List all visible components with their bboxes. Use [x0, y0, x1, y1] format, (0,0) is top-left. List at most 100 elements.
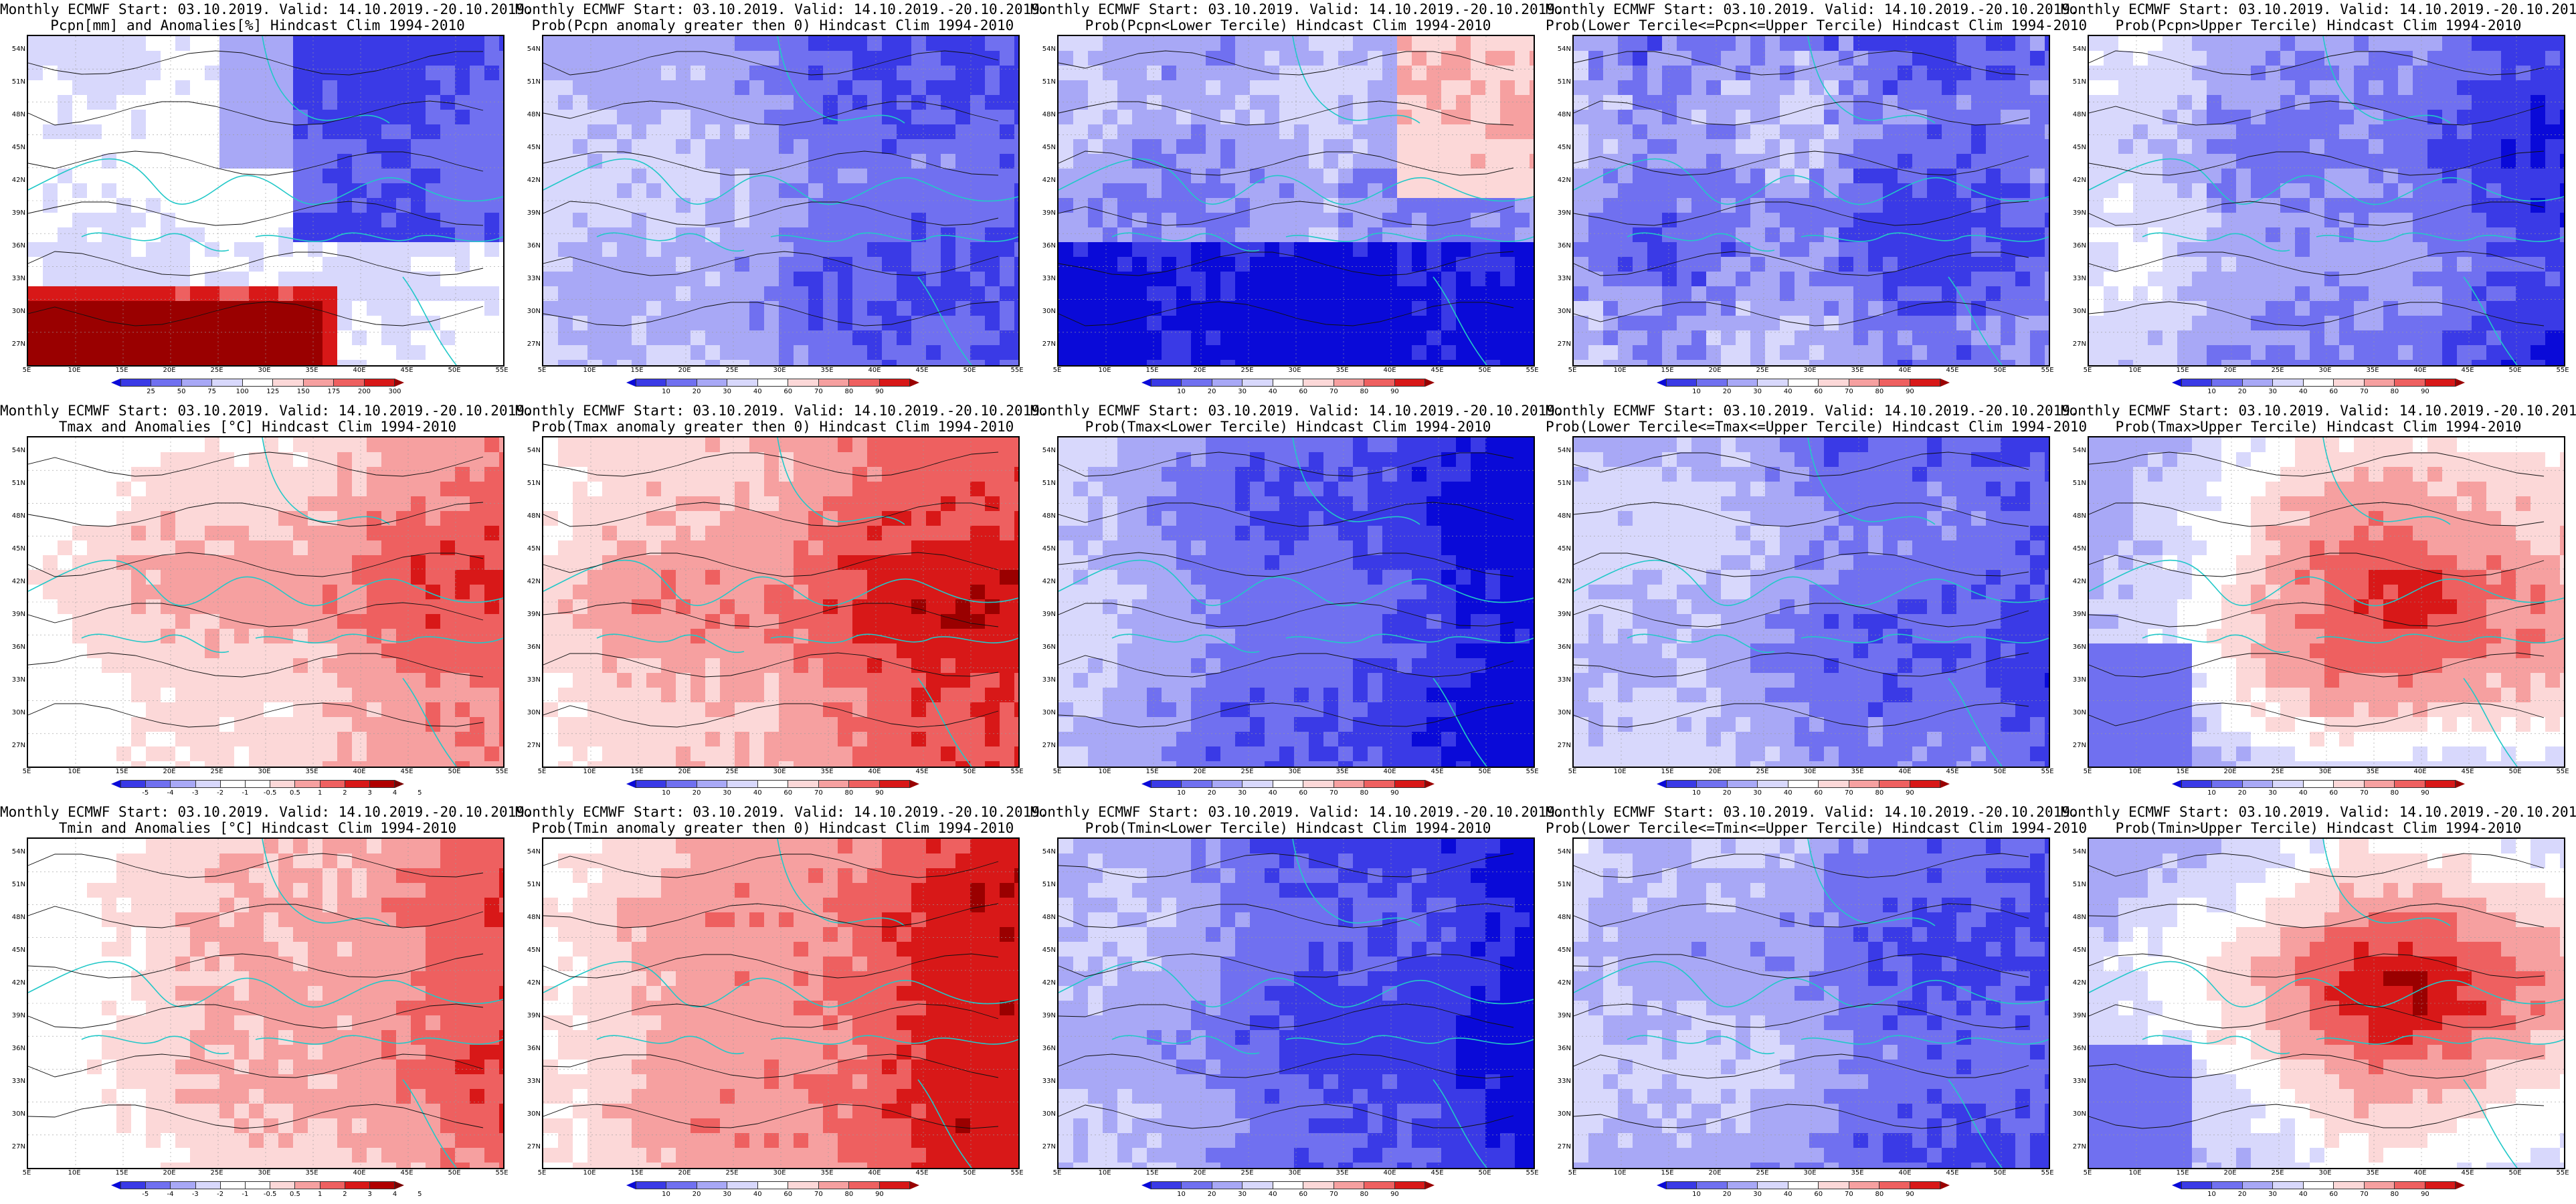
- field-cell: [1103, 272, 1118, 287]
- field-cell: [2089, 169, 2104, 184]
- field-cell: [1883, 198, 1898, 213]
- field-cell: [1220, 330, 1236, 346]
- field-cell: [2207, 242, 2222, 258]
- field-cell: [219, 213, 235, 228]
- field-cell: [426, 213, 441, 228]
- field-cell: [116, 673, 132, 688]
- field-cell: [1574, 66, 1589, 81]
- colorbar-swatch: [636, 379, 666, 387]
- field-cell: [926, 316, 941, 331]
- field-cell: [2545, 169, 2561, 184]
- field-cell: [1220, 345, 1236, 361]
- field-cell: [440, 242, 456, 258]
- field-cell: [308, 36, 323, 52]
- field-cell: [705, 330, 721, 346]
- field-cell: [926, 227, 941, 243]
- field-cell: [764, 169, 779, 184]
- field-cell: [1103, 257, 1118, 272]
- field-cell: [1132, 124, 1147, 140]
- field-cell: [970, 301, 986, 316]
- lon-tick-label: 20E: [2223, 367, 2237, 374]
- field-cell: [1795, 139, 1810, 155]
- field-cell: [2531, 227, 2546, 243]
- field-cell: [367, 717, 382, 732]
- field-cell: [749, 95, 765, 110]
- field-cell: [970, 257, 986, 272]
- field-cell: [1809, 51, 1825, 66]
- field-cell: [1162, 154, 1177, 169]
- field-cell: [2001, 66, 2016, 81]
- field-cell: [470, 746, 485, 762]
- field-cell: [1338, 124, 1354, 140]
- field-cell: [2457, 242, 2472, 258]
- field-cell: [1427, 198, 1442, 213]
- field-cell: [1515, 95, 1530, 110]
- field-cell: [2251, 345, 2266, 361]
- field-cell: [484, 658, 500, 674]
- field-cell: [484, 526, 500, 541]
- field-cell: [617, 213, 632, 228]
- field-cell: [749, 124, 765, 140]
- field-cell: [396, 496, 411, 512]
- field-cell: [293, 437, 308, 453]
- field-cell: [499, 154, 503, 169]
- field-cell: [426, 330, 441, 346]
- field-cell: [1883, 51, 1898, 66]
- field-cell: [352, 511, 367, 526]
- field-cell: [337, 154, 353, 169]
- field-cell: [1250, 198, 1265, 213]
- field-cell: [1265, 316, 1280, 331]
- field-cell: [234, 585, 250, 600]
- field-cell: [2560, 80, 2564, 96]
- field-cell: [661, 198, 676, 213]
- field-cell: [131, 257, 147, 272]
- field-cell: [249, 746, 264, 762]
- field-cell: [1912, 213, 1928, 228]
- field-cell: [175, 80, 191, 96]
- colorbar-label: 50: [177, 388, 186, 395]
- field-cell: [116, 95, 132, 110]
- field-cell: [1500, 316, 1515, 331]
- field-cell: [102, 658, 117, 674]
- field-cell: [602, 272, 618, 287]
- panel-title: Monthly ECMWF Start: 03.10.2019. Valid: …: [2061, 1, 2576, 33]
- field-cell: [1265, 286, 1280, 302]
- field-cell: [749, 345, 765, 361]
- field-cell: [1883, 360, 1898, 365]
- field-cell: [1000, 360, 1015, 365]
- field-cell: [1971, 66, 1987, 81]
- field-cell: [2163, 286, 2178, 302]
- field-cell: [28, 658, 43, 674]
- field-cell: [499, 452, 503, 468]
- field-cell: [1206, 213, 1221, 228]
- field-cell: [381, 761, 397, 767]
- field-cell: [470, 242, 485, 258]
- field-cell: [808, 95, 824, 110]
- field-cell: [2472, 316, 2487, 331]
- field-cell: [323, 345, 338, 361]
- field-cell: [1000, 139, 1015, 155]
- field-cell: [43, 316, 58, 331]
- field-cell: [867, 95, 883, 110]
- field-cell: [1956, 110, 1972, 125]
- field-cell: [1824, 51, 1839, 66]
- field-cell: [2457, 66, 2472, 81]
- field-cell: [28, 452, 43, 468]
- field-cell: [2398, 301, 2413, 316]
- field-cell: [2413, 257, 2428, 272]
- field-cell: [2457, 360, 2472, 365]
- field-cell: [794, 213, 809, 228]
- field-cell: [1265, 139, 1280, 155]
- field-cell: [381, 330, 397, 346]
- colorbar: [636, 379, 910, 387]
- field-cell: [1706, 139, 1722, 155]
- field-cell: [838, 183, 853, 199]
- forecast-panel: Monthly ECMWF Start: 03.10.2019. Valid: …: [2061, 0, 2576, 401]
- field-cell: [293, 301, 308, 316]
- field-cell: [720, 330, 735, 346]
- field-cell: [897, 183, 912, 199]
- field-cell: [1986, 360, 2001, 365]
- field-cell: [2207, 316, 2222, 331]
- field-cell: [234, 66, 250, 81]
- field-cell: [1662, 198, 1677, 213]
